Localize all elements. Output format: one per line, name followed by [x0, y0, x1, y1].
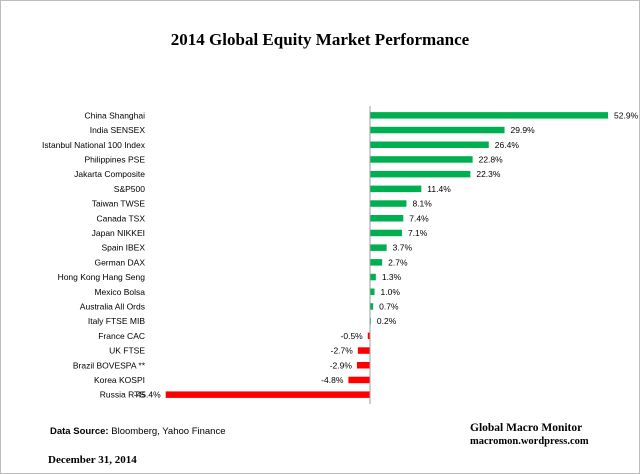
- bar-0: [370, 112, 609, 119]
- data-label-1: 29.9%: [511, 125, 536, 135]
- category-label-13: Australia All Ords: [80, 301, 145, 311]
- bar-16: [357, 347, 370, 354]
- data-label-13: 0.7%: [379, 301, 399, 311]
- category-label-6: Taiwan TWSE: [92, 199, 146, 209]
- bar-3: [370, 156, 473, 163]
- data-source-label: Data Source:: [50, 426, 109, 437]
- data-label-4: 22.3%: [476, 169, 501, 179]
- bar-6: [370, 200, 407, 207]
- bar-10: [370, 259, 383, 266]
- bar-1: [370, 126, 505, 134]
- bar-8: [370, 229, 402, 237]
- category-label-14: Italy FTSE MIB: [88, 316, 145, 326]
- brand: Global Macro Monitor macromon.wordpress.…: [470, 422, 589, 447]
- data-label-16: -2.7%: [331, 346, 354, 356]
- bar-15: [367, 332, 370, 340]
- bar-13: [370, 303, 374, 310]
- data-label-18: -4.8%: [321, 375, 344, 385]
- category-label-7: Canada TSX: [96, 213, 145, 223]
- data-label-7: 7.4%: [409, 213, 429, 223]
- data-label-15: -0.5%: [341, 331, 364, 341]
- bar-19: [165, 391, 370, 398]
- data-label-14: 0.2%: [377, 316, 397, 326]
- data-label-9: 3.7%: [393, 243, 413, 253]
- category-label-18: Korea KOSPI: [94, 375, 145, 385]
- category-label-19: Russia RTS: [100, 390, 146, 400]
- category-label-0: China Shanghai: [85, 110, 146, 120]
- bar-4: [370, 170, 471, 178]
- report-date: December 31, 2014: [48, 454, 137, 466]
- category-label-1: India SENSEX: [90, 125, 146, 135]
- data-label-2: 26.4%: [495, 140, 520, 150]
- bar-9: [370, 244, 387, 251]
- bar-5: [370, 185, 422, 193]
- category-label-8: Japan NIKKEI: [92, 228, 145, 238]
- category-label-11: Hong Kong Hang Seng: [58, 272, 146, 282]
- data-label-10: 2.7%: [388, 257, 408, 267]
- data-label-6: 8.1%: [412, 199, 432, 209]
- data-label-0: 52.9%: [614, 110, 639, 120]
- bar-11: [370, 273, 376, 281]
- category-label-10: German DAX: [94, 257, 145, 267]
- bar-7: [370, 215, 404, 222]
- data-label-5: 11.4%: [427, 184, 451, 194]
- data-label-19: -45.4%: [134, 390, 161, 400]
- bar-18: [348, 376, 370, 384]
- category-label-12: Mexico Bolsa: [94, 287, 145, 297]
- category-label-15: France CAC: [98, 331, 145, 341]
- brand-site: macromon.wordpress.com: [470, 436, 589, 447]
- data-label-12: 1.0%: [381, 287, 401, 297]
- category-label-5: S&P500: [114, 184, 145, 194]
- data-label-3: 22.8%: [479, 154, 504, 164]
- category-label-3: Philippines PSE: [85, 154, 146, 164]
- data-label-11: 1.3%: [382, 272, 402, 282]
- data-label-8: 7.1%: [408, 228, 428, 238]
- category-label-9: Spain IBEX: [102, 243, 146, 253]
- data-source-text: Bloomberg, Yahoo Finance: [111, 426, 226, 437]
- bar-2: [370, 141, 489, 148]
- brand-name: Global Macro Monitor: [470, 422, 583, 434]
- bar-17: [356, 362, 370, 369]
- category-label-17: Brazil BOVESPA **: [73, 360, 146, 370]
- data-label-17: -2.9%: [330, 360, 353, 370]
- bar-12: [370, 288, 375, 295]
- data-source: Data Source: Bloomberg, Yahoo Finance: [50, 426, 226, 437]
- category-label-2: Istanbul National 100 Index: [42, 140, 146, 150]
- category-label-16: UK FTSE: [109, 346, 145, 356]
- chart-title: 2014 Global Equity Market Performance: [170, 30, 470, 49]
- category-label-4: Jakarta Composite: [74, 169, 145, 179]
